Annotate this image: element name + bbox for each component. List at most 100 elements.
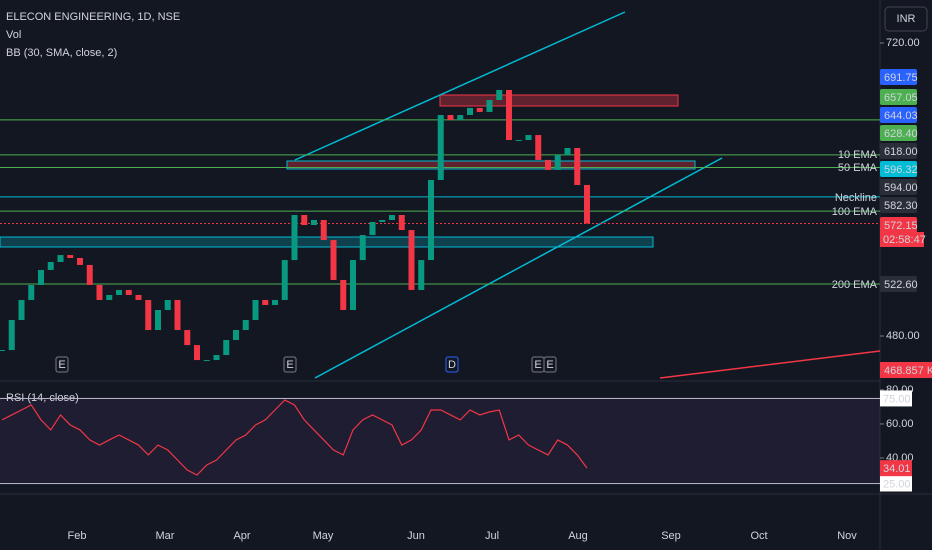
- line-name: Neckline: [835, 192, 877, 204]
- candle: [223, 340, 230, 356]
- candle: [281, 260, 288, 300]
- x-tick-label: Jul: [485, 530, 499, 542]
- trend-line: [659, 350, 881, 379]
- price-badge-label: 618.00: [884, 146, 918, 158]
- channel-lower: [314, 157, 723, 379]
- price-badge-label: 572.15: [884, 220, 918, 232]
- candle: [242, 320, 249, 331]
- rsi-band: [0, 397, 880, 485]
- price-badge-label: 522.60: [884, 279, 918, 291]
- event-label: D: [448, 359, 456, 371]
- price-badge-label: 691.75: [884, 72, 918, 84]
- candle: [145, 299, 152, 331]
- price-badge-label: 596.32: [884, 164, 918, 176]
- candle: [418, 260, 425, 290]
- indicator-label: Vol: [6, 29, 21, 41]
- event-icon: [55, 356, 69, 373]
- candle: [398, 215, 405, 231]
- x-tick-label: Sep: [661, 530, 681, 542]
- price-badge-label: 594.00: [884, 182, 918, 194]
- resistance-zone: [286, 160, 696, 170]
- candle: [77, 257, 83, 265]
- channel-upper: [294, 11, 626, 161]
- y-tick-label: 480.00: [886, 330, 920, 342]
- line-name: 10 EMA: [838, 149, 878, 161]
- candle: [535, 135, 542, 160]
- candle: [359, 235, 366, 261]
- price-badge: [880, 143, 917, 159]
- candle: [320, 220, 327, 241]
- candle: [0, 350, 5, 352]
- x-tick-label: May: [313, 530, 334, 542]
- candle: [545, 159, 551, 170]
- currency[interactable]: INR: [897, 13, 916, 25]
- candle: [155, 309, 161, 331]
- x-tick-label: Oct: [750, 530, 767, 542]
- line-name: 50 EMA: [838, 162, 878, 174]
- candle: [428, 179, 434, 261]
- candle: [457, 115, 464, 121]
- price-badge: [880, 161, 917, 177]
- event-icon: [283, 356, 297, 373]
- x-tick-label: Mar: [156, 530, 175, 542]
- countdown: 02:58:47: [883, 234, 926, 246]
- price-badge-label: 657.05: [884, 92, 918, 104]
- line-name: 200 EMA: [832, 279, 878, 291]
- candle: [125, 289, 132, 295]
- candle: [184, 330, 191, 346]
- price-badge: [880, 69, 917, 85]
- countdown-badge: [880, 232, 924, 247]
- candle: [486, 99, 493, 112]
- candle: [389, 215, 395, 221]
- candle: [564, 147, 571, 155]
- x-tick-label: Nov: [837, 530, 857, 542]
- candle: [447, 115, 454, 121]
- candle: [301, 215, 308, 226]
- event-icon: [543, 356, 557, 373]
- x-tick-label: Jun: [407, 530, 425, 542]
- candle: [437, 115, 444, 180]
- price-badge: [880, 276, 917, 292]
- candle: [96, 284, 103, 300]
- line-name: 100 EMA: [832, 206, 878, 218]
- candle: [525, 135, 532, 141]
- rsi-last-label: 34.01: [883, 463, 911, 475]
- candle: [408, 230, 415, 290]
- candle: [174, 299, 181, 331]
- price-badge: [880, 125, 917, 141]
- candle: [554, 154, 561, 170]
- candle: [496, 89, 503, 100]
- event-label: E: [546, 359, 553, 371]
- x-tick-label: Aug: [568, 530, 588, 542]
- candle: [47, 262, 54, 270]
- currency-button[interactable]: [884, 6, 928, 32]
- x-tick-label: Apr: [233, 530, 250, 542]
- candle: [311, 220, 317, 226]
- candle: [194, 345, 200, 361]
- candle: [330, 240, 337, 280]
- rsi-last-badge: [880, 460, 912, 477]
- candle: [18, 299, 25, 321]
- candle: [67, 255, 74, 258]
- candle: [203, 360, 210, 362]
- price-badge-label: 628.40: [884, 128, 918, 140]
- candle: [574, 147, 581, 185]
- rsi-badge: [880, 390, 912, 407]
- indicator-label: BB (30, SMA, close, 2): [6, 47, 117, 59]
- candle: [57, 255, 64, 263]
- candle: [233, 330, 239, 341]
- event-label: E: [58, 359, 65, 371]
- chart-title: ELECON ENGINEERING, 1D, NSE: [6, 11, 180, 23]
- rsi-tick-label: 25.00: [883, 478, 911, 490]
- candle: [252, 299, 259, 321]
- candle: [467, 107, 473, 116]
- event-label: E: [286, 359, 293, 371]
- supply-zone: [439, 94, 679, 107]
- rsi-badge: [880, 475, 912, 492]
- candle: [291, 215, 298, 261]
- candle: [164, 299, 171, 310]
- plot: [0, 89, 880, 362]
- volume-label: 468.857 K: [884, 365, 932, 377]
